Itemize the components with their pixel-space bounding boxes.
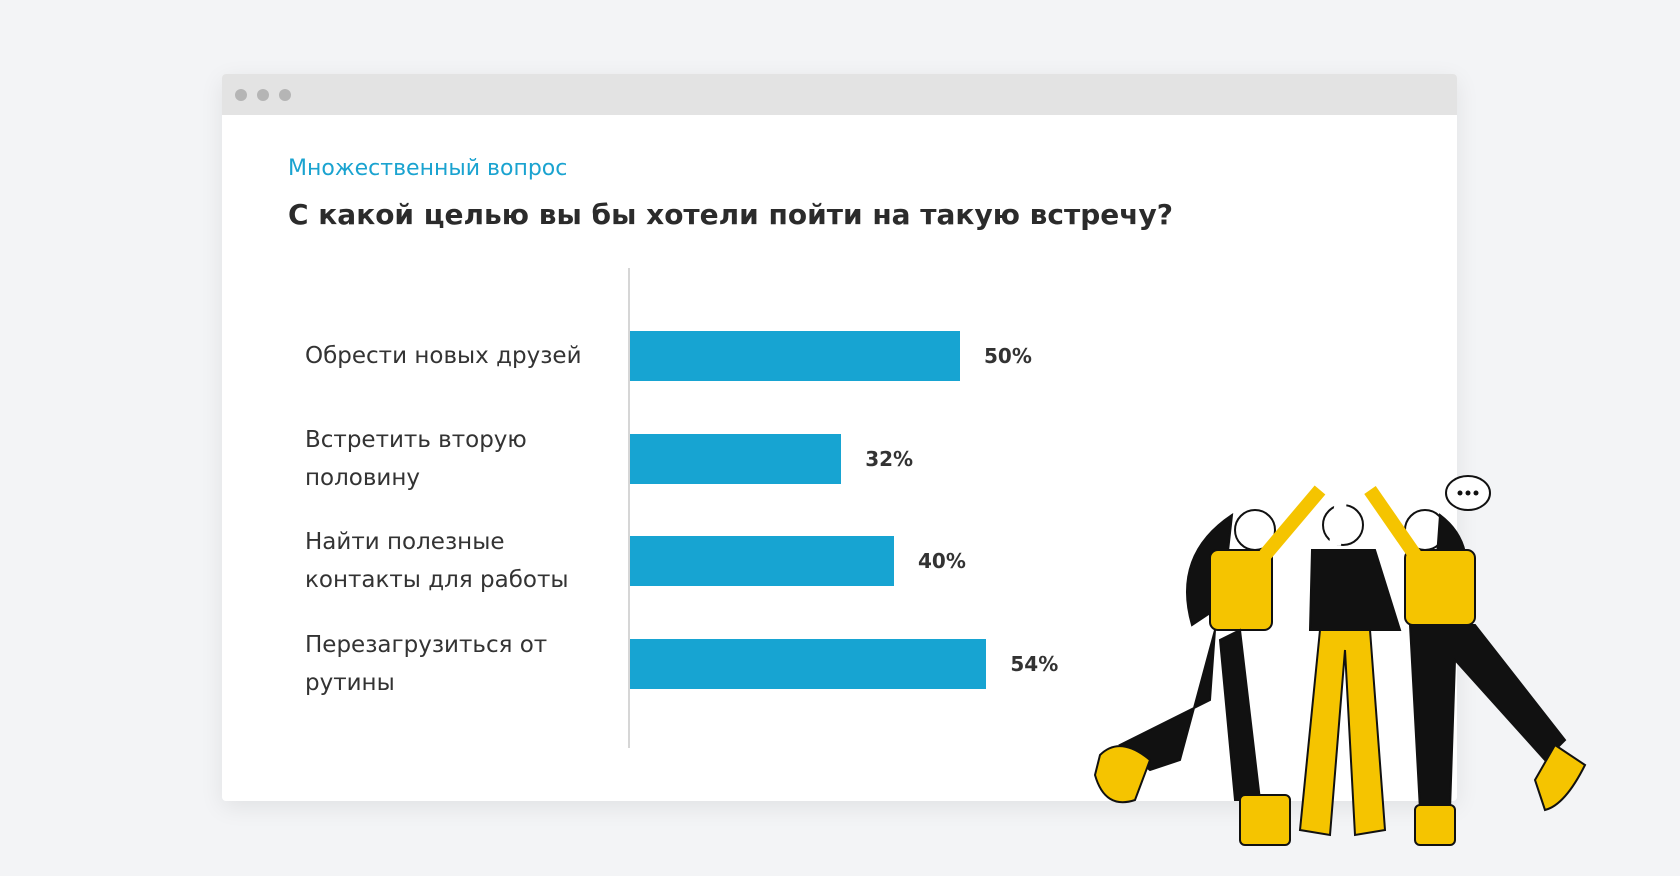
bar bbox=[630, 433, 842, 484]
category-label: Перезагрузиться от рутины bbox=[305, 631, 548, 696]
category-label: Найти полезные контакты для работы bbox=[305, 529, 569, 593]
bar bbox=[630, 638, 987, 689]
axis-line bbox=[628, 268, 630, 748]
value-label: 50% bbox=[984, 344, 1032, 368]
value-label: 32% bbox=[865, 446, 914, 471]
bar bbox=[630, 536, 894, 586]
chart-title: С какой целью вы бы хотели пойти на таку… bbox=[288, 198, 1173, 231]
bar bbox=[630, 331, 960, 381]
chart-subtitle: Множественный вопрос bbox=[288, 156, 568, 181]
category-label: Обрести новых друзей bbox=[305, 343, 582, 369]
window-dot bbox=[279, 89, 291, 101]
window-titlebar bbox=[222, 74, 1457, 115]
value-label: 54% bbox=[1010, 651, 1059, 676]
category-label: Встретить вторую половину bbox=[305, 426, 527, 491]
value-label: 40% bbox=[918, 549, 966, 573]
window-dot bbox=[257, 89, 269, 101]
browser-window: Множественный вопрос С какой целью вы бы… bbox=[222, 74, 1457, 801]
window-dot bbox=[235, 89, 247, 101]
